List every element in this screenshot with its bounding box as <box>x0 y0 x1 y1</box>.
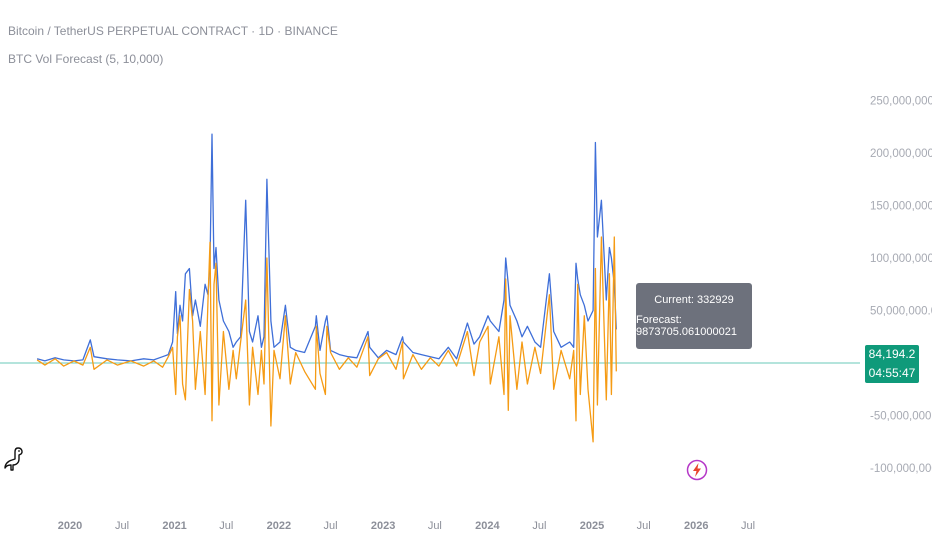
y-tick-label: 50,000,000.0 <box>870 306 932 318</box>
lightning-bolt-icon[interactable] <box>686 459 708 481</box>
x-tick-label: 2022 <box>267 520 291 532</box>
x-tick-label: Jul <box>115 520 129 532</box>
tooltip-forecast: Forecast: 9873705.061000021 <box>636 314 737 338</box>
x-tick-label: Jul <box>532 520 546 532</box>
x-tick-label: Jul <box>219 520 233 532</box>
dinosaur-logo-icon <box>4 447 23 471</box>
y-tick-label: 150,000,000.0 <box>870 201 932 213</box>
x-tick-label: Jul <box>637 520 651 532</box>
y-tick-label: 250,000,000.0 <box>870 96 932 108</box>
x-tick-label: 2021 <box>162 520 186 532</box>
x-tick-label: 2023 <box>371 520 395 532</box>
y-tick-label: 100,000,000.0 <box>870 253 932 265</box>
x-tick-label: 2025 <box>580 520 604 532</box>
y-tick-label: -100,000,000.0 <box>870 463 932 475</box>
x-tick-label: 2026 <box>684 520 708 532</box>
x-tick-label: Jul <box>741 520 755 532</box>
y-tick-label: -50,000,000.0 <box>870 411 932 423</box>
last-price-badge: 84,194.2 <box>865 345 919 364</box>
tooltip-current: Current: 332929 <box>654 294 734 306</box>
x-tick-label: 2020 <box>58 520 82 532</box>
symbol-title: Bitcoin / TetherUS PERPETUAL CONTRACT · … <box>8 24 338 38</box>
indicator-title: BTC Vol Forecast (5, 10,000) <box>8 52 164 66</box>
data-tooltip: Current: 332929 Forecast: 9873705.061000… <box>636 283 752 349</box>
bar-countdown-badge: 04:55:47 <box>865 364 919 383</box>
x-tick-label: Jul <box>324 520 338 532</box>
x-tick-label: Jul <box>428 520 442 532</box>
series-line-current <box>36 133 617 362</box>
x-tick-label: 2024 <box>475 520 500 532</box>
series-line-forecast <box>36 236 617 443</box>
y-tick-label: 200,000,000.0 <box>870 148 932 160</box>
